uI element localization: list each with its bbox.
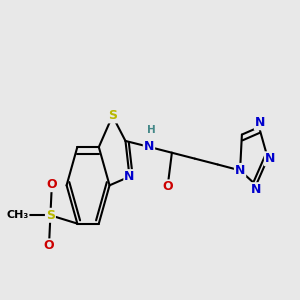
Text: O: O <box>44 239 54 252</box>
Text: N: N <box>144 140 154 153</box>
Text: O: O <box>162 180 173 194</box>
Text: N: N <box>255 116 265 129</box>
Text: CH₃: CH₃ <box>6 210 28 220</box>
Text: H: H <box>147 125 156 135</box>
Text: N: N <box>265 152 275 165</box>
Text: N: N <box>251 183 262 196</box>
Text: S: S <box>46 209 55 222</box>
Text: O: O <box>46 178 57 191</box>
Text: N: N <box>124 170 135 183</box>
Text: N: N <box>235 164 245 177</box>
Text: S: S <box>108 110 117 122</box>
